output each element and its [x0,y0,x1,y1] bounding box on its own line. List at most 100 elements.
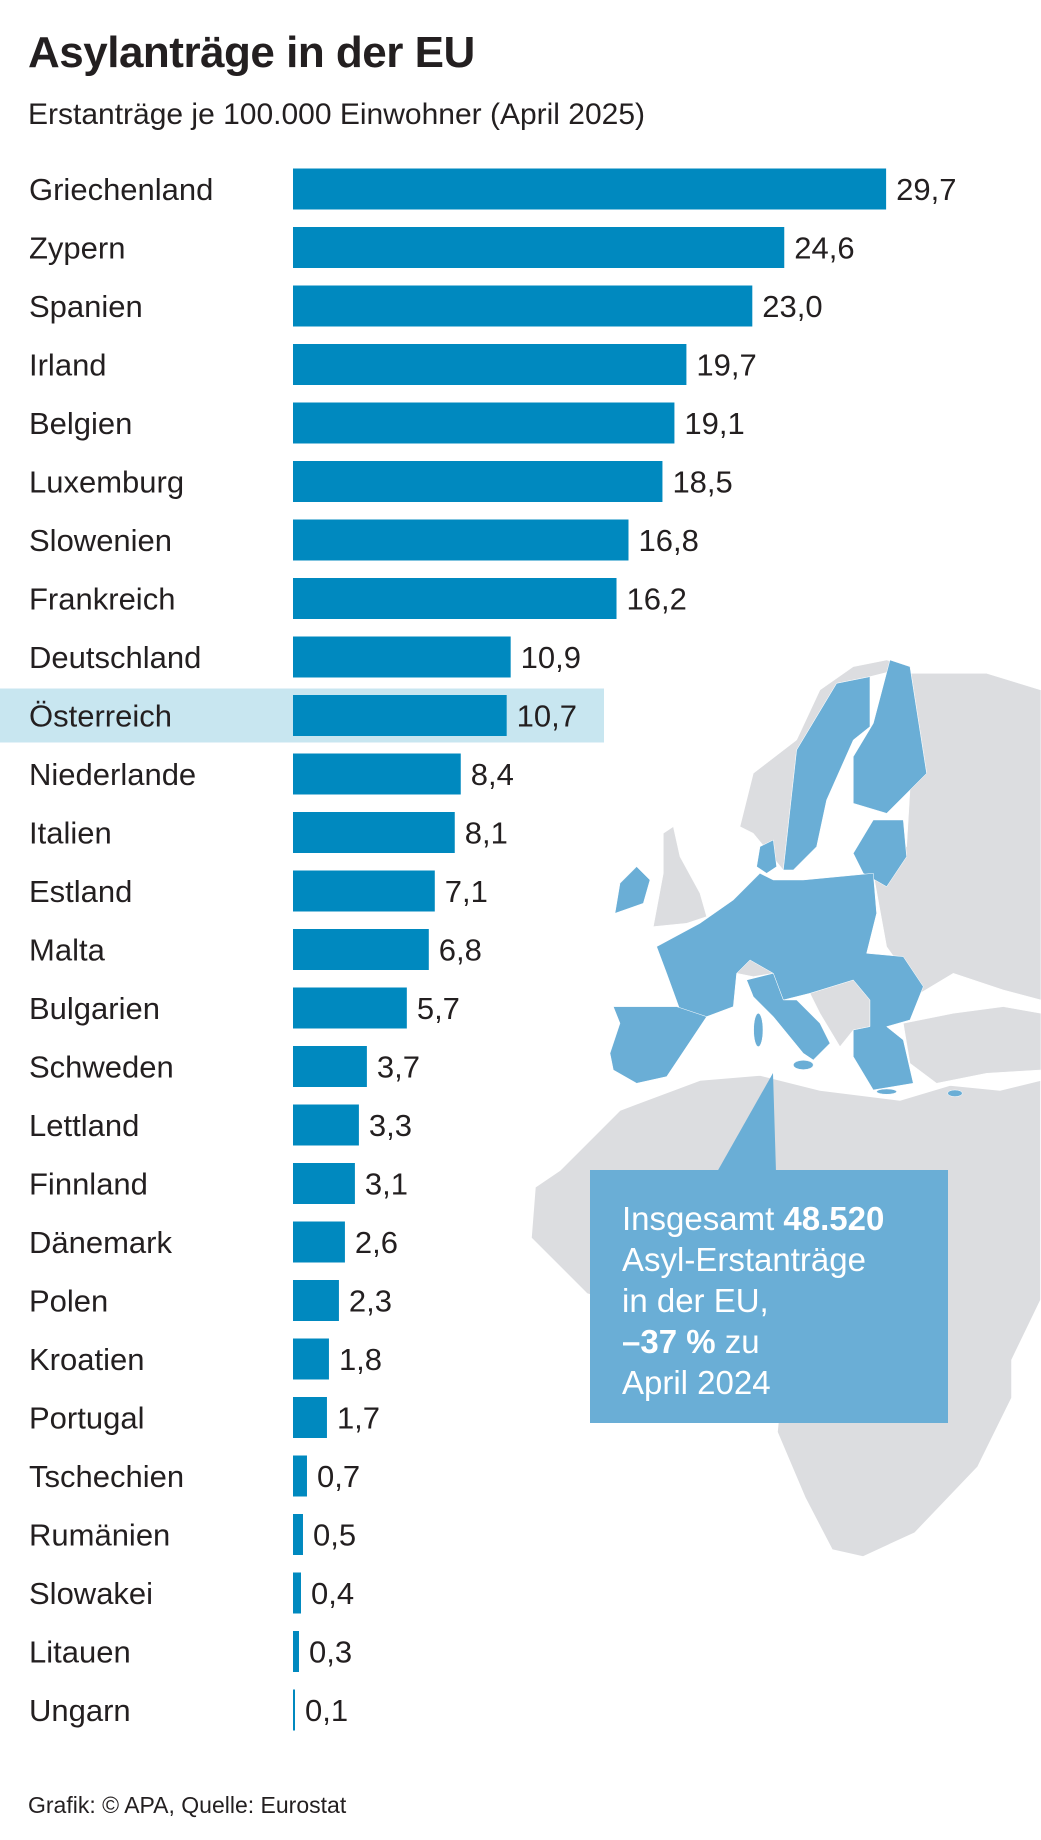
value-label: 3,1 [365,1167,408,1202]
category-label: Dänemark [29,1225,172,1260]
value-label: 3,7 [377,1050,420,1085]
map-baltics [853,819,907,887]
category-label: Niederlande [29,757,196,792]
callout-text: Asyl-Erstanträge [622,1241,866,1278]
value-label: 1,8 [339,1342,382,1377]
map-crete [876,1088,897,1095]
value-label: 16,8 [638,523,698,558]
category-label: Schweden [29,1050,174,1085]
value-label: 19,1 [684,406,744,441]
map-italy [746,973,831,1061]
category-label: Estland [29,874,132,909]
bar [293,753,461,795]
source-footer: Grafik: © APA, Quelle: Eurostat [28,1792,347,1818]
bar [293,695,507,736]
value-label: 16,2 [627,582,687,617]
map-ireland [614,866,651,914]
value-label: 19,7 [696,348,756,383]
chart-subtitle: Erstanträge je 100.000 Einwohner (April … [28,98,646,131]
chart-title: Asylanträge in der EU [28,28,475,77]
bar [293,519,629,561]
category-label: Ungarn [29,1693,131,1728]
map-spain-portugal [609,1006,708,1084]
bar [293,1221,345,1263]
bar [293,344,687,385]
category-label: Litauen [29,1635,131,1670]
value-label: 24,6 [794,231,854,266]
value-label: 2,3 [349,1284,392,1319]
category-label: Slowenien [29,523,172,558]
bar [293,461,663,502]
bar [293,1397,327,1438]
category-label: Griechenland [29,172,213,207]
bar [293,812,455,853]
callout-text: April 2024 [622,1364,771,1401]
bar [293,1046,367,1087]
callout-total: 48.520 [783,1200,885,1237]
category-label: Bulgarien [29,991,160,1026]
value-label: 10,7 [517,699,577,734]
category-label: Luxemburg [29,465,184,500]
callout-text: zu [715,1323,760,1360]
category-label: Rumänien [29,1518,170,1553]
bar [293,1572,301,1614]
callout-change: –37 % [622,1323,716,1360]
value-label: 0,7 [317,1459,360,1494]
map-uk [653,826,707,927]
value-label: 5,7 [417,991,460,1026]
value-label: 3,3 [369,1108,412,1143]
bar [293,870,435,912]
category-label: Tschechien [29,1459,184,1494]
value-label: 0,4 [311,1576,354,1611]
map-cyprus [947,1089,963,1097]
bar [293,1514,303,1555]
bar [293,1104,359,1146]
bar [293,227,785,268]
value-label: 8,1 [465,816,508,851]
summary-callout: Insgesamt 48.520 Asyl-Erstanträge in der… [590,1170,948,1423]
category-label: Deutschland [29,640,201,675]
bar [293,1631,299,1672]
bar [293,1280,339,1321]
map-sweden [783,676,871,871]
map-finland [853,659,927,814]
category-label: Italien [29,816,112,851]
value-label: 2,6 [355,1225,398,1260]
map-denmark [756,839,777,874]
category-label: Portugal [29,1401,144,1436]
category-label: Lettland [29,1108,139,1143]
value-label: 0,3 [309,1635,352,1670]
category-label: Polen [29,1284,108,1319]
callout-text: in der EU, [622,1282,769,1319]
bar [293,929,429,970]
category-label: Frankreich [29,582,175,617]
category-label: Belgien [29,406,132,441]
value-label: 10,9 [521,640,581,675]
value-label: 18,5 [672,465,732,500]
value-label: 0,1 [305,1693,348,1728]
bar [293,578,617,619]
bar [293,1455,307,1497]
bar [293,168,887,210]
callout-text: Insgesamt [622,1200,784,1237]
value-label: 8,4 [471,757,514,792]
value-label: 29,7 [896,172,956,207]
map-sardinia [753,1013,764,1047]
map-mainland [656,873,924,1091]
bar [293,1338,329,1380]
map-sicily [793,1060,814,1070]
category-label: Spanien [29,289,143,324]
category-label: Kroatien [29,1342,144,1377]
category-label: Österreich [29,699,172,734]
category-label: Slowakei [29,1576,153,1611]
value-label: 0,5 [313,1518,356,1553]
category-label: Malta [29,933,106,968]
value-label: 1,7 [337,1401,380,1436]
bar [293,987,407,1029]
bar [293,402,675,444]
bar [293,285,753,327]
value-label: 7,1 [445,874,488,909]
category-label: Zypern [29,231,125,266]
category-label: Finnland [29,1167,148,1202]
